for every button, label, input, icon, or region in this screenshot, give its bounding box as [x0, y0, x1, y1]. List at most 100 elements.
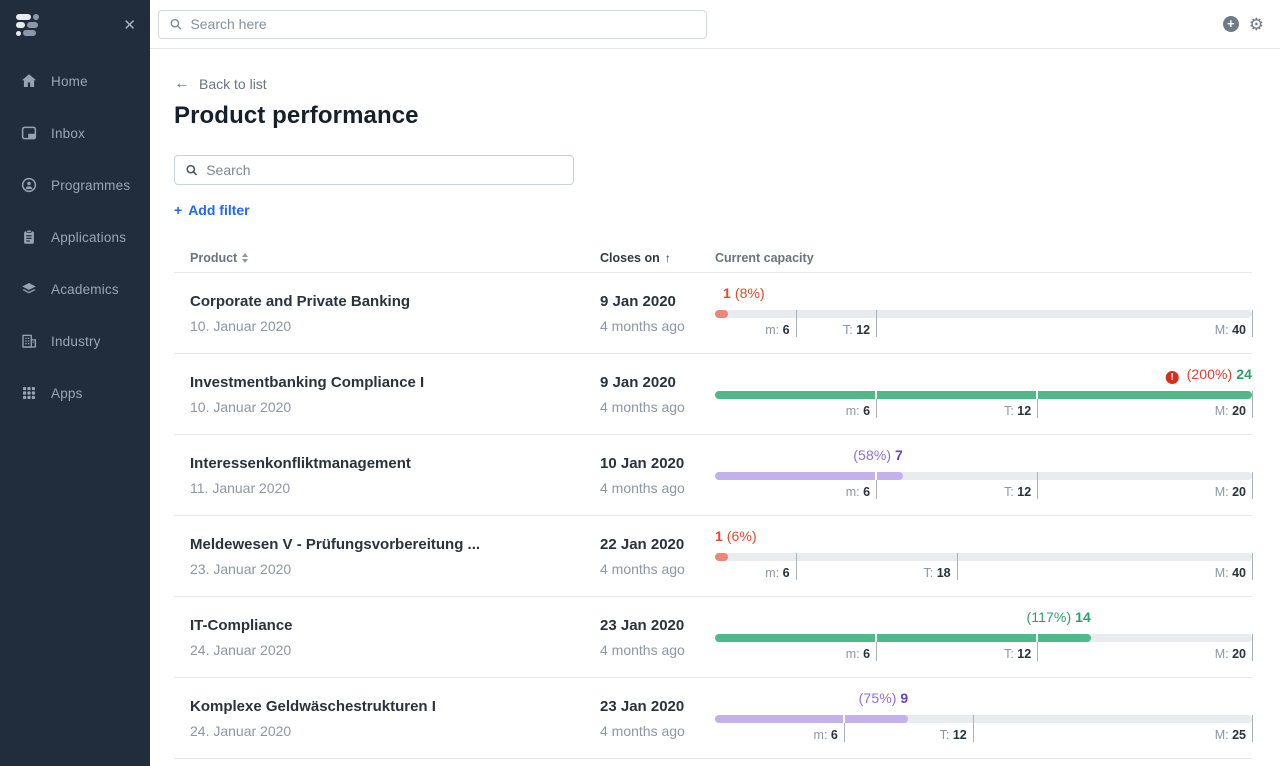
target-marker-line: [972, 715, 974, 742]
topbar: + ⚙: [150, 0, 1280, 49]
product-performance-table: Product Closes on ↑ Current capacity Cor…: [174, 243, 1253, 759]
product-date: 24. Januar 2020: [190, 642, 292, 658]
clipboard-icon: [24, 229, 34, 244]
sidebar-item-academics[interactable]: Academics: [0, 263, 150, 315]
column-header-product[interactable]: Product: [174, 251, 600, 265]
target-marker-line: [1037, 634, 1039, 661]
global-search-input[interactable]: [190, 16, 696, 32]
table-row[interactable]: Corporate and Private Banking 10. Januar…: [174, 273, 1253, 354]
min-marker-label: m: 6: [845, 647, 871, 661]
back-to-list-link[interactable]: ← Back to list: [174, 75, 267, 93]
capacity-label: 1 (6%): [715, 528, 757, 544]
home-icon: [21, 74, 37, 87]
min-marker-label: m: 6: [845, 404, 871, 418]
capacity-bar-fill: [715, 472, 903, 480]
add-icon[interactable]: +: [1222, 16, 1239, 32]
product-name: Interessenkonfliktmanagement: [190, 455, 411, 472]
table-search[interactable]: [174, 155, 574, 185]
min-marker-line: [795, 553, 797, 580]
capacity-bar-track: [715, 472, 1252, 480]
sort-asc-icon: ↑: [664, 250, 671, 265]
back-arrow-icon: ←: [174, 75, 190, 92]
grid-icon: [23, 387, 35, 399]
table-row[interactable]: Investmentbanking Compliance I 10. Janua…: [174, 354, 1253, 435]
search-icon: [170, 18, 182, 30]
capacity-label: 1 (8%): [723, 285, 765, 301]
target-marker-label: T: 12: [842, 323, 871, 337]
target-marker-line: [956, 553, 958, 580]
closes-on-relative: 4 months ago: [600, 723, 685, 739]
capacity-cell: (75%) 9 m: 6 T: 12 M: 25: [715, 678, 1253, 758]
closes-on-date: 22 Jan 2020: [600, 536, 685, 553]
gear-icon[interactable]: ⚙: [1248, 14, 1264, 34]
page-title: Product performance: [174, 102, 419, 129]
capacity-label: (75%) 9: [858, 690, 909, 706]
table-row[interactable]: Komplexe Geldwäschestrukturen I 24. Janu…: [174, 678, 1253, 759]
sidebar-item-home[interactable]: Home: [0, 55, 150, 107]
table-row[interactable]: Meldewesen V - Prüfungsvorbereitung ... …: [174, 516, 1253, 597]
max-marker-line: [1252, 715, 1253, 742]
app-logo: [16, 14, 39, 36]
sidebar-close-icon[interactable]: ✕: [123, 16, 136, 34]
overcapacity-warning-icon: !: [1165, 371, 1179, 384]
capacity-bar-track: [715, 310, 1252, 318]
capacity-bar-track: [715, 553, 1252, 561]
product-name: Meldewesen V - Prüfungsvorbereitung ...: [190, 536, 481, 553]
person-circle-icon: [21, 177, 37, 193]
closes-on-relative: 4 months ago: [600, 399, 685, 415]
table-row[interactable]: Interessenkonfliktmanagement 11. Januar …: [174, 435, 1253, 516]
capacity-cell: 1 (8%) m: 6 T: 12 M: 40: [715, 273, 1253, 353]
target-marker-line: [1037, 391, 1039, 418]
max-marker-line: [1252, 553, 1253, 580]
max-marker-label: M: 20: [1214, 404, 1246, 418]
inbox-icon: [21, 126, 37, 140]
sidebar-item-industry[interactable]: Industry: [0, 315, 150, 367]
capacity-bar-fill: [715, 634, 1091, 642]
capacity-bar-fill: [715, 715, 909, 723]
min-marker-line: [876, 634, 878, 661]
product-date: 10. Januar 2020: [190, 318, 292, 334]
sidebar-item-apps[interactable]: Apps: [0, 367, 150, 419]
sidebar-nav: Home Inbox Programmes Applications Acade…: [0, 55, 150, 419]
capacity-label: (117%) 14: [1026, 609, 1091, 625]
sidebar-item-applications[interactable]: Applications: [0, 211, 150, 263]
max-marker-label: M: 20: [1214, 647, 1246, 661]
closes-on-date: 10 Jan 2020: [600, 455, 685, 472]
max-marker-label: M: 20: [1214, 485, 1246, 499]
target-marker-line: [876, 310, 878, 337]
product-name: IT-Compliance: [190, 617, 293, 634]
target-marker-label: T: 12: [1004, 647, 1032, 661]
product-date: 23. Januar 2020: [190, 561, 292, 577]
sidebar-item-inbox[interactable]: Inbox: [0, 107, 150, 159]
back-to-list-label: Back to list: [199, 76, 267, 92]
closes-on-date: 23 Jan 2020: [600, 617, 685, 634]
table-search-input[interactable]: [206, 162, 563, 178]
column-header-capacity: Current capacity: [715, 250, 814, 265]
add-filter-label: Add filter: [188, 202, 250, 218]
capacity-label: (58%) 7: [853, 447, 903, 463]
sort-both-icon: [242, 252, 249, 263]
capacity-bar-track: [715, 391, 1252, 399]
search-icon: [186, 164, 198, 176]
capacity-bar-track: [715, 715, 1252, 723]
capacity-bar-fill: [715, 391, 1252, 399]
product-name: Investmentbanking Compliance I: [190, 374, 425, 391]
max-marker-line: [1252, 391, 1253, 418]
closes-on-date: 9 Jan 2020: [600, 293, 676, 310]
capacity-cell: (117%) 14 m: 6 T: 12 M: 20: [715, 597, 1253, 677]
add-filter-button[interactable]: + Add filter: [174, 202, 250, 218]
min-marker-label: m: 6: [813, 728, 838, 742]
column-header-closes-on[interactable]: Closes on ↑: [600, 250, 671, 265]
target-marker-label: T: 12: [1004, 485, 1032, 499]
sidebar: ✕ Home Inbox Programmes Applications Aca…: [0, 0, 150, 766]
global-search[interactable]: [158, 9, 707, 39]
capacity-cell: (58%) 7 m: 6 T: 12 M: 20: [715, 435, 1253, 515]
capacity-bar-track: [715, 634, 1252, 642]
product-name: Corporate and Private Banking: [190, 293, 411, 310]
closes-on-date: 23 Jan 2020: [600, 698, 685, 715]
sidebar-item-programmes[interactable]: Programmes: [0, 159, 150, 211]
table-row[interactable]: IT-Compliance 24. Januar 2020 23 Jan 202…: [174, 597, 1253, 678]
max-marker-label: M: 40: [1214, 323, 1246, 337]
max-marker-label: M: 25: [1214, 728, 1246, 742]
min-marker-line: [795, 310, 797, 337]
